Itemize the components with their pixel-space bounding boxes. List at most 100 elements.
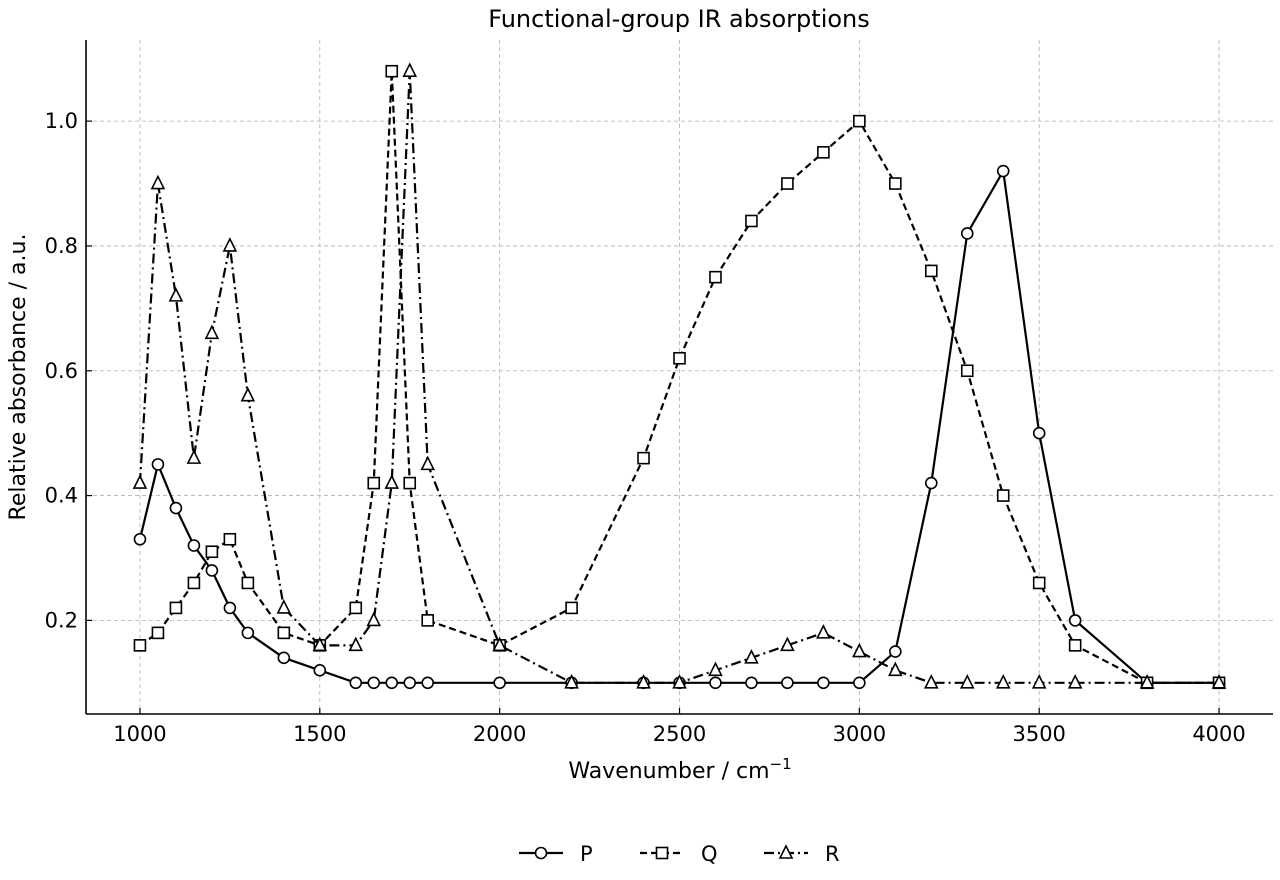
series-q-point (367, 476, 381, 490)
series-r-point (168, 287, 184, 302)
series-q-point (889, 177, 902, 190)
series-r-point (222, 237, 238, 252)
series-q-point (187, 576, 201, 590)
series-q-point (745, 214, 758, 228)
series-q-point (151, 626, 165, 640)
x-axis-label-text: Wavenumber / cm (568, 759, 769, 784)
series-p-point (817, 676, 830, 690)
series-r-point (1067, 674, 1083, 689)
series-q-point (241, 576, 255, 590)
series-q-point (133, 639, 147, 652)
y-tick-label: 0.4 (45, 484, 78, 508)
series-q-point (1068, 639, 1082, 652)
series-r-point (923, 674, 939, 689)
series-q-point (781, 177, 794, 190)
y-tick-label: 0.2 (45, 608, 78, 632)
series-q-point (223, 532, 237, 546)
legend-swatch-marker (778, 844, 794, 859)
x-tick-label: 4000 (1192, 722, 1245, 746)
y-tick-label: 1.0 (45, 109, 78, 133)
legend-label: Q (701, 842, 718, 866)
series-r-point (852, 642, 867, 658)
series-q-point (924, 264, 938, 278)
series-r-point (959, 674, 975, 689)
y-tick-label: 0.6 (45, 359, 78, 383)
series-q-point (1032, 576, 1046, 590)
legend-item-q: Q (640, 842, 718, 866)
series-r-point (204, 324, 220, 340)
x-tick-label: 2000 (473, 722, 526, 746)
series-q-point (421, 614, 435, 627)
series-r-point (744, 649, 759, 664)
series-r-point (276, 599, 292, 614)
y-axis-label: Relative absorbance / a.u. (6, 234, 31, 521)
series-r-point (348, 636, 364, 652)
series-p-point (385, 676, 399, 690)
x-axis-label: Wavenumber / cm−1 (568, 755, 791, 784)
series-r-point (1139, 674, 1155, 689)
legend-item-r: R (764, 842, 840, 866)
series-r-point (708, 661, 723, 677)
series-p-point (745, 676, 758, 690)
series-q-point (385, 64, 399, 78)
series-r-point (132, 474, 148, 489)
series-r-point (492, 636, 507, 652)
series-q-point (403, 476, 417, 490)
series-q-point (169, 601, 183, 615)
series-q-point (817, 146, 830, 159)
series-p-point (924, 476, 938, 490)
series-p-point (313, 664, 327, 677)
series-r-point (402, 62, 418, 78)
series-r-point (420, 455, 436, 471)
legend: P Q R (519, 842, 840, 866)
series-r-point (186, 449, 202, 464)
series-r-point (672, 674, 687, 689)
series-r-point (888, 661, 903, 677)
series-p-point (1068, 614, 1082, 627)
series-p-point (493, 676, 506, 690)
series-r-point (995, 674, 1011, 689)
series-r-point (1031, 674, 1047, 689)
series-p-point (421, 676, 435, 690)
series-p-point (889, 645, 902, 658)
series-p-point (205, 564, 219, 577)
x-tick-label: 2500 (653, 722, 706, 746)
x-tick-label: 3500 (1012, 722, 1065, 746)
legend-swatch-marker (655, 846, 669, 860)
series-r-point (240, 386, 256, 402)
series-p-point (169, 501, 183, 515)
series-r (132, 62, 1227, 689)
series-p-point (781, 676, 794, 690)
series-r-point (384, 474, 400, 489)
series-r-point (636, 674, 651, 689)
series-p-point (853, 676, 866, 690)
series-p-point (187, 539, 201, 552)
series-p-point (996, 164, 1010, 178)
plot-series (132, 62, 1227, 690)
axis-ticks: 1000 1500 2000 2500 3000 3500 4000 0.2 0.4 0.6 0.8… (45, 109, 1246, 746)
legend-swatch-marker (534, 846, 548, 860)
series-r-point (564, 674, 579, 689)
x-axis-label-superscript: −1 (770, 755, 792, 773)
grid-lines (86, 40, 1273, 714)
series-q-point (277, 626, 291, 640)
series-p-point (241, 626, 255, 640)
series-p-point (133, 532, 147, 546)
series-p-point (403, 676, 417, 690)
series-r-point (816, 624, 831, 639)
series-p-point (367, 676, 381, 690)
series-q-point (960, 364, 974, 378)
series-q-point (673, 351, 686, 365)
series-p-point (223, 601, 237, 615)
series-q-point (853, 114, 866, 128)
series-r-point (366, 611, 382, 627)
y-tick-label: 0.8 (45, 234, 78, 258)
x-tick-label: 1500 (293, 722, 346, 746)
legend-label: R (825, 842, 840, 866)
series-p-point (960, 227, 974, 240)
series-p-point (277, 651, 291, 665)
series-r-point (150, 174, 166, 190)
chart-title: Functional-group IR absorptions (488, 5, 870, 33)
series-p-point (151, 458, 165, 471)
